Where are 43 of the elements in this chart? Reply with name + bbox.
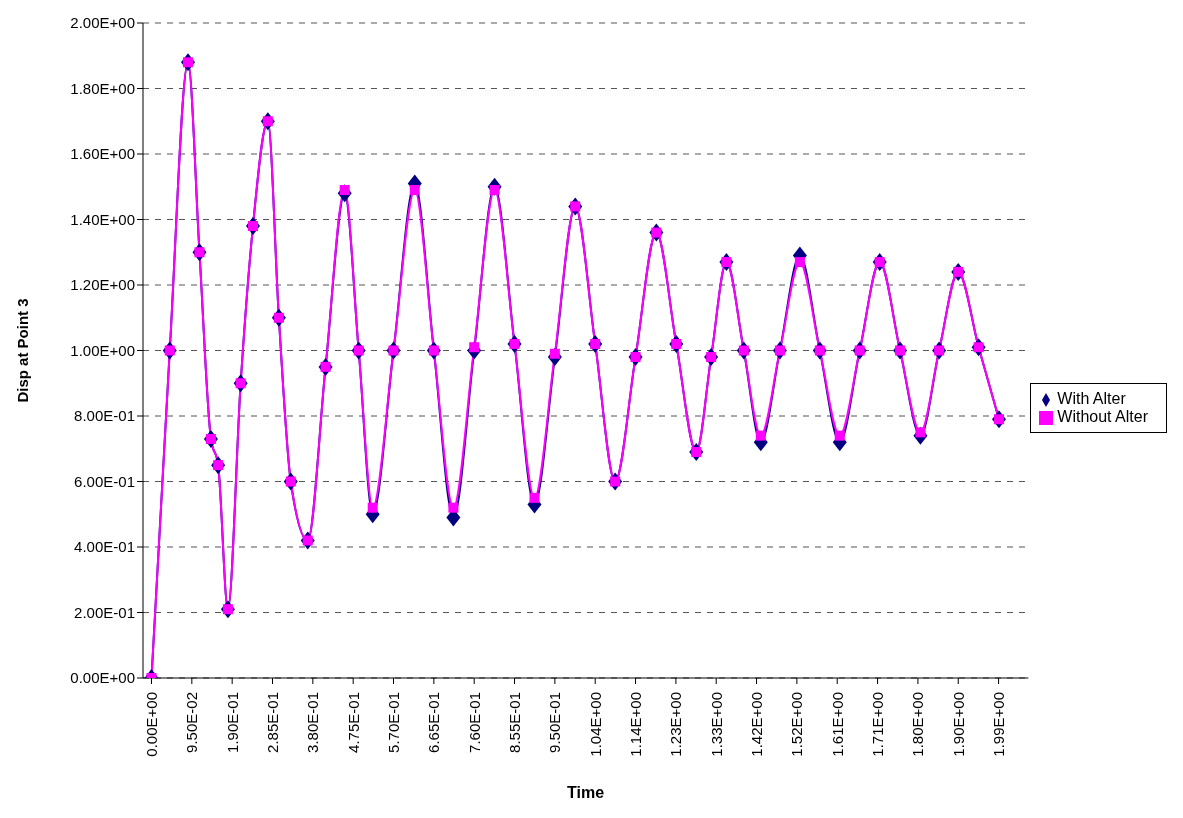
y-tick-label: 8.00E-01 xyxy=(74,407,135,425)
x-tick-label: 6.65E-01 xyxy=(425,692,443,753)
x-tick-label: 1.33E+00 xyxy=(707,692,725,757)
legend-label: With Alter xyxy=(1057,390,1126,407)
x-tick-label: 1.99E+00 xyxy=(990,692,1008,757)
point xyxy=(794,257,805,268)
x-axis-title: Time xyxy=(567,784,605,801)
x-tick-label: 7.60E-01 xyxy=(465,692,483,753)
point xyxy=(367,502,378,513)
x-tick-label: 1.90E+00 xyxy=(949,692,967,757)
y-tick-label: 2.00E+00 xyxy=(70,14,135,32)
y-tick-label: 4.00E-01 xyxy=(74,538,135,556)
x-tick-label: 9.50E-01 xyxy=(546,692,564,753)
x-tick-label: 9.50E-02 xyxy=(183,692,201,753)
y-tick-label: 2.00E-01 xyxy=(74,603,135,621)
legend-label: Without Alter xyxy=(1057,408,1148,425)
x-tick-label: 5.70E-01 xyxy=(385,692,403,753)
y-tick-label: 6.00E-01 xyxy=(74,472,135,490)
x-tick-label: 1.52E+00 xyxy=(788,692,806,757)
point xyxy=(529,492,540,503)
y-tick-label: 1.80E+00 xyxy=(70,79,135,97)
x-tick-label: 1.71E+00 xyxy=(869,692,887,757)
point xyxy=(448,502,459,513)
x-tick-label: 1.90E-01 xyxy=(223,692,241,753)
x-tick-label: 1.14E+00 xyxy=(627,692,645,757)
x-tick-label: 4.75E-01 xyxy=(344,692,362,753)
x-tick-label: 1.42E+00 xyxy=(748,692,766,757)
x-tick-label: 8.55E-01 xyxy=(506,692,524,753)
point xyxy=(409,185,420,196)
y-axis-title: Disp at Point 3 xyxy=(14,298,32,403)
x-tick-label: 1.23E+00 xyxy=(667,692,685,757)
y-tick-label: 1.40E+00 xyxy=(70,210,135,228)
y-tick-label: 0.00E+00 xyxy=(70,669,135,687)
x-tick-label: 1.80E+00 xyxy=(909,692,927,757)
x-tick-label: 2.85E-01 xyxy=(264,692,281,753)
point xyxy=(755,430,766,441)
point xyxy=(834,430,845,441)
y-tick-label: 1.20E+00 xyxy=(70,276,135,294)
y-tick-label: 1.60E+00 xyxy=(70,145,135,163)
x-tick-label: 1.04E+00 xyxy=(586,692,604,757)
y-tick-label: 1.00E+00 xyxy=(70,341,135,359)
x-tick-label: 1.61E+00 xyxy=(828,692,846,757)
x-tick-label: 3.80E-01 xyxy=(304,692,322,753)
